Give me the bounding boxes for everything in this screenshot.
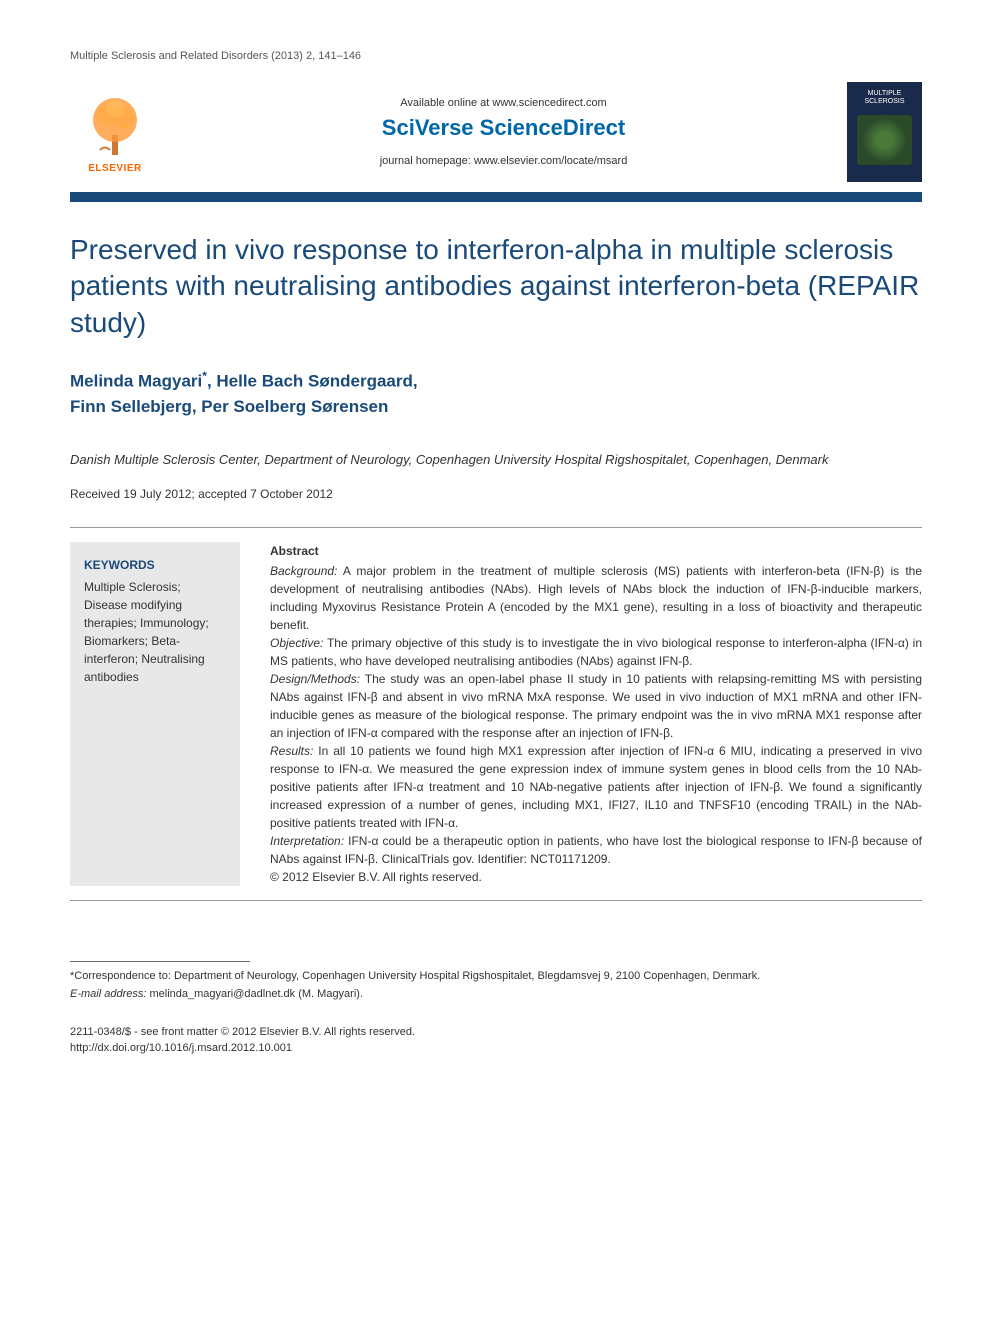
- cover-image-icon: [857, 115, 912, 165]
- results-text: In all 10 patients we found high MX1 exp…: [270, 744, 922, 830]
- background-label: Background:: [270, 564, 337, 578]
- abstract-interpretation: Interpretation: IFN-α could be a therape…: [270, 832, 922, 868]
- journal-cover: MULTIPLE SCLEROSIS: [847, 82, 922, 182]
- keywords-heading: KEYWORDS: [84, 556, 226, 574]
- interpretation-label: Interpretation:: [270, 834, 344, 848]
- footnote-rule: [70, 961, 250, 962]
- affiliation: Danish Multiple Sclerosis Center, Depart…: [70, 450, 922, 470]
- header-section: ELSEVIER Available online at www.science…: [70, 82, 922, 182]
- cover-title: MULTIPLE SCLEROSIS: [847, 90, 922, 107]
- abstract-design: Design/Methods: The study was an open-la…: [270, 670, 922, 742]
- article-title: Preserved in vivo response to interferon…: [70, 232, 922, 341]
- interpretation-text: IFN-α could be a therapeutic option in p…: [270, 834, 922, 866]
- header-center: Available online at www.sciencedirect.co…: [160, 97, 847, 167]
- correspondence-footnote: *Correspondence to: Department of Neurol…: [70, 968, 922, 986]
- sciverse-logo-text: SciVerse ScienceDirect: [160, 115, 847, 141]
- rule-below-abstract: [70, 900, 922, 901]
- keywords-list: Multiple Sclerosis; Disease modifying th…: [84, 578, 226, 686]
- objective-text: The primary objective of this study is t…: [270, 636, 922, 668]
- elsevier-logo: ELSEVIER: [70, 82, 160, 182]
- corresp-marker: *: [202, 369, 207, 383]
- abstract-background: Background: A major problem in the treat…: [270, 562, 922, 634]
- abstract-results: Results: In all 10 patients we found hig…: [270, 742, 922, 832]
- abstract-column: Abstract Background: A major problem in …: [270, 542, 922, 886]
- authors: Melinda Magyari*, Helle Bach Søndergaard…: [70, 367, 922, 420]
- front-matter-line: 2211-0348/$ - see front matter © 2012 El…: [70, 1024, 922, 1041]
- running-head: Multiple Sclerosis and Related Disorders…: [70, 50, 922, 62]
- email-label: E-mail address:: [70, 988, 146, 1000]
- elsevier-text: ELSEVIER: [88, 163, 141, 174]
- email-footnote: E-mail address: melinda_magyari@dadlnet.…: [70, 986, 922, 1004]
- rule-above-abstract: [70, 527, 922, 528]
- design-text: The study was an open-label phase II stu…: [270, 672, 922, 740]
- abstract-copyright: © 2012 Elsevier B.V. All rights reserved…: [270, 868, 922, 886]
- footnotes: *Correspondence to: Department of Neurol…: [70, 961, 922, 1003]
- objective-label: Objective:: [270, 636, 323, 650]
- abstract-keywords-row: KEYWORDS Multiple Sclerosis; Disease mod…: [70, 542, 922, 886]
- dates: Received 19 July 2012; accepted 7 Octobe…: [70, 487, 922, 501]
- abstract-heading: Abstract: [270, 542, 922, 560]
- thick-rule: [70, 192, 922, 202]
- keywords-box: KEYWORDS Multiple Sclerosis; Disease mod…: [70, 542, 240, 886]
- journal-homepage-text: journal homepage: www.elsevier.com/locat…: [160, 155, 847, 167]
- abstract-objective: Objective: The primary objective of this…: [270, 634, 922, 670]
- email-value: melinda_magyari@dadlnet.dk (M. Magyari).: [146, 988, 363, 1000]
- results-label: Results:: [270, 744, 313, 758]
- copyright-block: 2211-0348/$ - see front matter © 2012 El…: [70, 1024, 922, 1057]
- doi-line: http://dx.doi.org/10.1016/j.msard.2012.1…: [70, 1040, 922, 1057]
- background-text: A major problem in the treatment of mult…: [270, 564, 922, 632]
- elsevier-tree-icon: [85, 90, 145, 160]
- design-label: Design/Methods:: [270, 672, 360, 686]
- available-online-text: Available online at www.sciencedirect.co…: [160, 97, 847, 109]
